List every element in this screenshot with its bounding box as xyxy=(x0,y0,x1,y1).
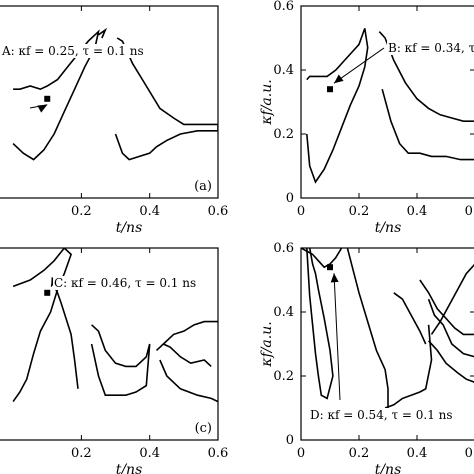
series-line-0 xyxy=(301,248,343,269)
x-tick-label: 0 xyxy=(297,204,305,219)
x-tick-label: 0.4 xyxy=(139,446,160,461)
series-line-1 xyxy=(53,286,79,389)
series-line-6 xyxy=(430,263,474,335)
annotation-background xyxy=(53,276,198,290)
series-line-7 xyxy=(419,279,474,336)
y-tick-label: 0 xyxy=(286,191,294,206)
x-tick-label: 0.6 xyxy=(465,446,474,461)
x-tick-label: 0.2 xyxy=(349,204,370,219)
series-line-3 xyxy=(384,324,433,409)
series-line-4 xyxy=(159,359,218,403)
axes-frame xyxy=(0,247,219,441)
x-tick-label: 0.4 xyxy=(407,204,428,219)
y-axis-label: κf/a.u. xyxy=(259,321,275,367)
annotation-label: C: κf = 0.46, τ = 0.1 ns xyxy=(54,276,196,290)
x-tick-label: 0.6 xyxy=(465,204,474,219)
x-axis-label: t/ns xyxy=(375,462,402,474)
y-tick-label: 0.2 xyxy=(273,127,294,142)
x-axis-label: t/ns xyxy=(375,220,402,236)
data-marker xyxy=(44,95,51,102)
annotation-label: B: κf = 0.34, τ xyxy=(388,41,474,55)
x-tick-label: 0.4 xyxy=(407,446,428,461)
x-tick-label: 0.6 xyxy=(208,446,229,461)
x-axis-label: t/ns xyxy=(116,462,143,474)
axes-frame xyxy=(300,247,474,441)
x-tick-label: 0.2 xyxy=(71,204,92,219)
x-tick-label: 0.4 xyxy=(139,204,160,219)
axes-frame xyxy=(0,5,219,199)
panel-label: (c) xyxy=(195,421,212,436)
series-line-5 xyxy=(163,343,212,367)
series-line-4 xyxy=(393,292,427,345)
series-line-1 xyxy=(306,248,334,400)
series-line-1 xyxy=(114,37,218,161)
series-line-2 xyxy=(346,248,389,408)
y-tick-label: 0.2 xyxy=(273,369,294,384)
y-tick-label: 0.4 xyxy=(273,63,294,78)
annotation-background xyxy=(387,41,474,55)
data-marker xyxy=(44,289,51,296)
panel-1: 0 0.2 0.4 0.6 0 0.2 0.4 0.6 B: κf = 0.34, τ t/ns κ… xyxy=(259,0,474,236)
panel-0: 0.2 0.4 0.6 A: κf = 0.25, τ = 0.1 ns (a) t/ns xyxy=(0,5,229,236)
data-marker xyxy=(327,264,333,271)
series-line-2 xyxy=(90,324,151,397)
x-tick-label: 0.6 xyxy=(208,204,229,219)
annotation-label: A: κf = 0.25, τ = 0.1 ns xyxy=(1,44,144,58)
x-tick-label: 0 xyxy=(297,446,305,461)
annotation-background xyxy=(309,408,454,422)
y-tick-label: 0 xyxy=(286,433,294,448)
annotation-arrowhead xyxy=(37,104,48,113)
series-line-0 xyxy=(306,28,369,184)
y-tick-label: 0.6 xyxy=(273,0,294,14)
data-marker xyxy=(327,86,333,93)
annotation-background xyxy=(0,44,145,58)
axes-frame xyxy=(300,5,474,199)
annotation-arrow xyxy=(333,47,385,84)
annotation-arrow xyxy=(333,273,341,401)
panel-2: 0.2 0.4 0.6 C: κf = 0.46, τ = 0.1 ns (c) t/ns xyxy=(0,247,229,474)
y-tick-label: 0.4 xyxy=(273,305,294,320)
series-line-8 xyxy=(427,298,474,358)
annotation-arrowhead xyxy=(334,74,344,84)
panel-label: (a) xyxy=(194,179,212,194)
annotation-arrowhead xyxy=(330,273,339,283)
series-line-0 xyxy=(12,29,100,161)
series-line-2 xyxy=(98,27,108,39)
series-line-3 xyxy=(155,320,218,351)
x-tick-label: 0.2 xyxy=(349,446,370,461)
x-tick-label: 0.2 xyxy=(71,446,92,461)
x-axis-label: t/ns xyxy=(116,220,143,236)
y-axis-label: κf/a.u. xyxy=(259,79,275,125)
annotation-label: D: κf = 0.54, τ = 0.1 ns xyxy=(310,408,453,422)
panel-3: 0 0.2 0.4 0.6 0 0.2 0.4 0.6 D: κf = 0.54, τ = 0.… xyxy=(259,241,474,474)
series-line-0 xyxy=(12,248,73,403)
y-tick-label: 0.6 xyxy=(273,241,294,256)
series-line-5 xyxy=(428,340,474,383)
series-line-1 xyxy=(378,31,474,161)
